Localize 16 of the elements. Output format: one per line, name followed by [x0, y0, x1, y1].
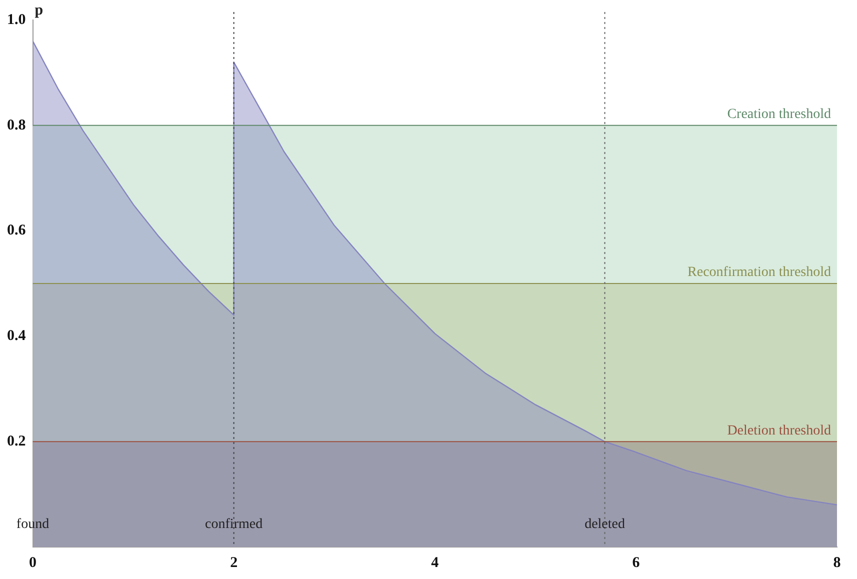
y-tick-label: 1.0 — [7, 12, 26, 28]
y-tick-label: 0.4 — [7, 328, 26, 344]
y-axis-title: p — [34, 2, 44, 18]
y-tick-label: 0.6 — [7, 222, 26, 239]
x-tick-label: 2 — [230, 554, 238, 571]
ref-line-label: Creation threshold — [727, 107, 831, 122]
y-tick-label: 0.8 — [7, 117, 26, 134]
x-tick-label: 6 — [632, 554, 640, 571]
x-tick-label: 8 — [833, 554, 841, 571]
x-tick-label: 4 — [431, 554, 440, 571]
x-tick-label: 0 — [29, 554, 36, 571]
annotation: deleted — [584, 516, 625, 532]
y-tick-label: 0.2 — [7, 433, 26, 450]
ref-line-label: Reconfirmation threshold — [688, 265, 831, 280]
annotation: confirmed — [205, 516, 263, 532]
ref-line-label: Deletion threshold — [727, 423, 831, 438]
